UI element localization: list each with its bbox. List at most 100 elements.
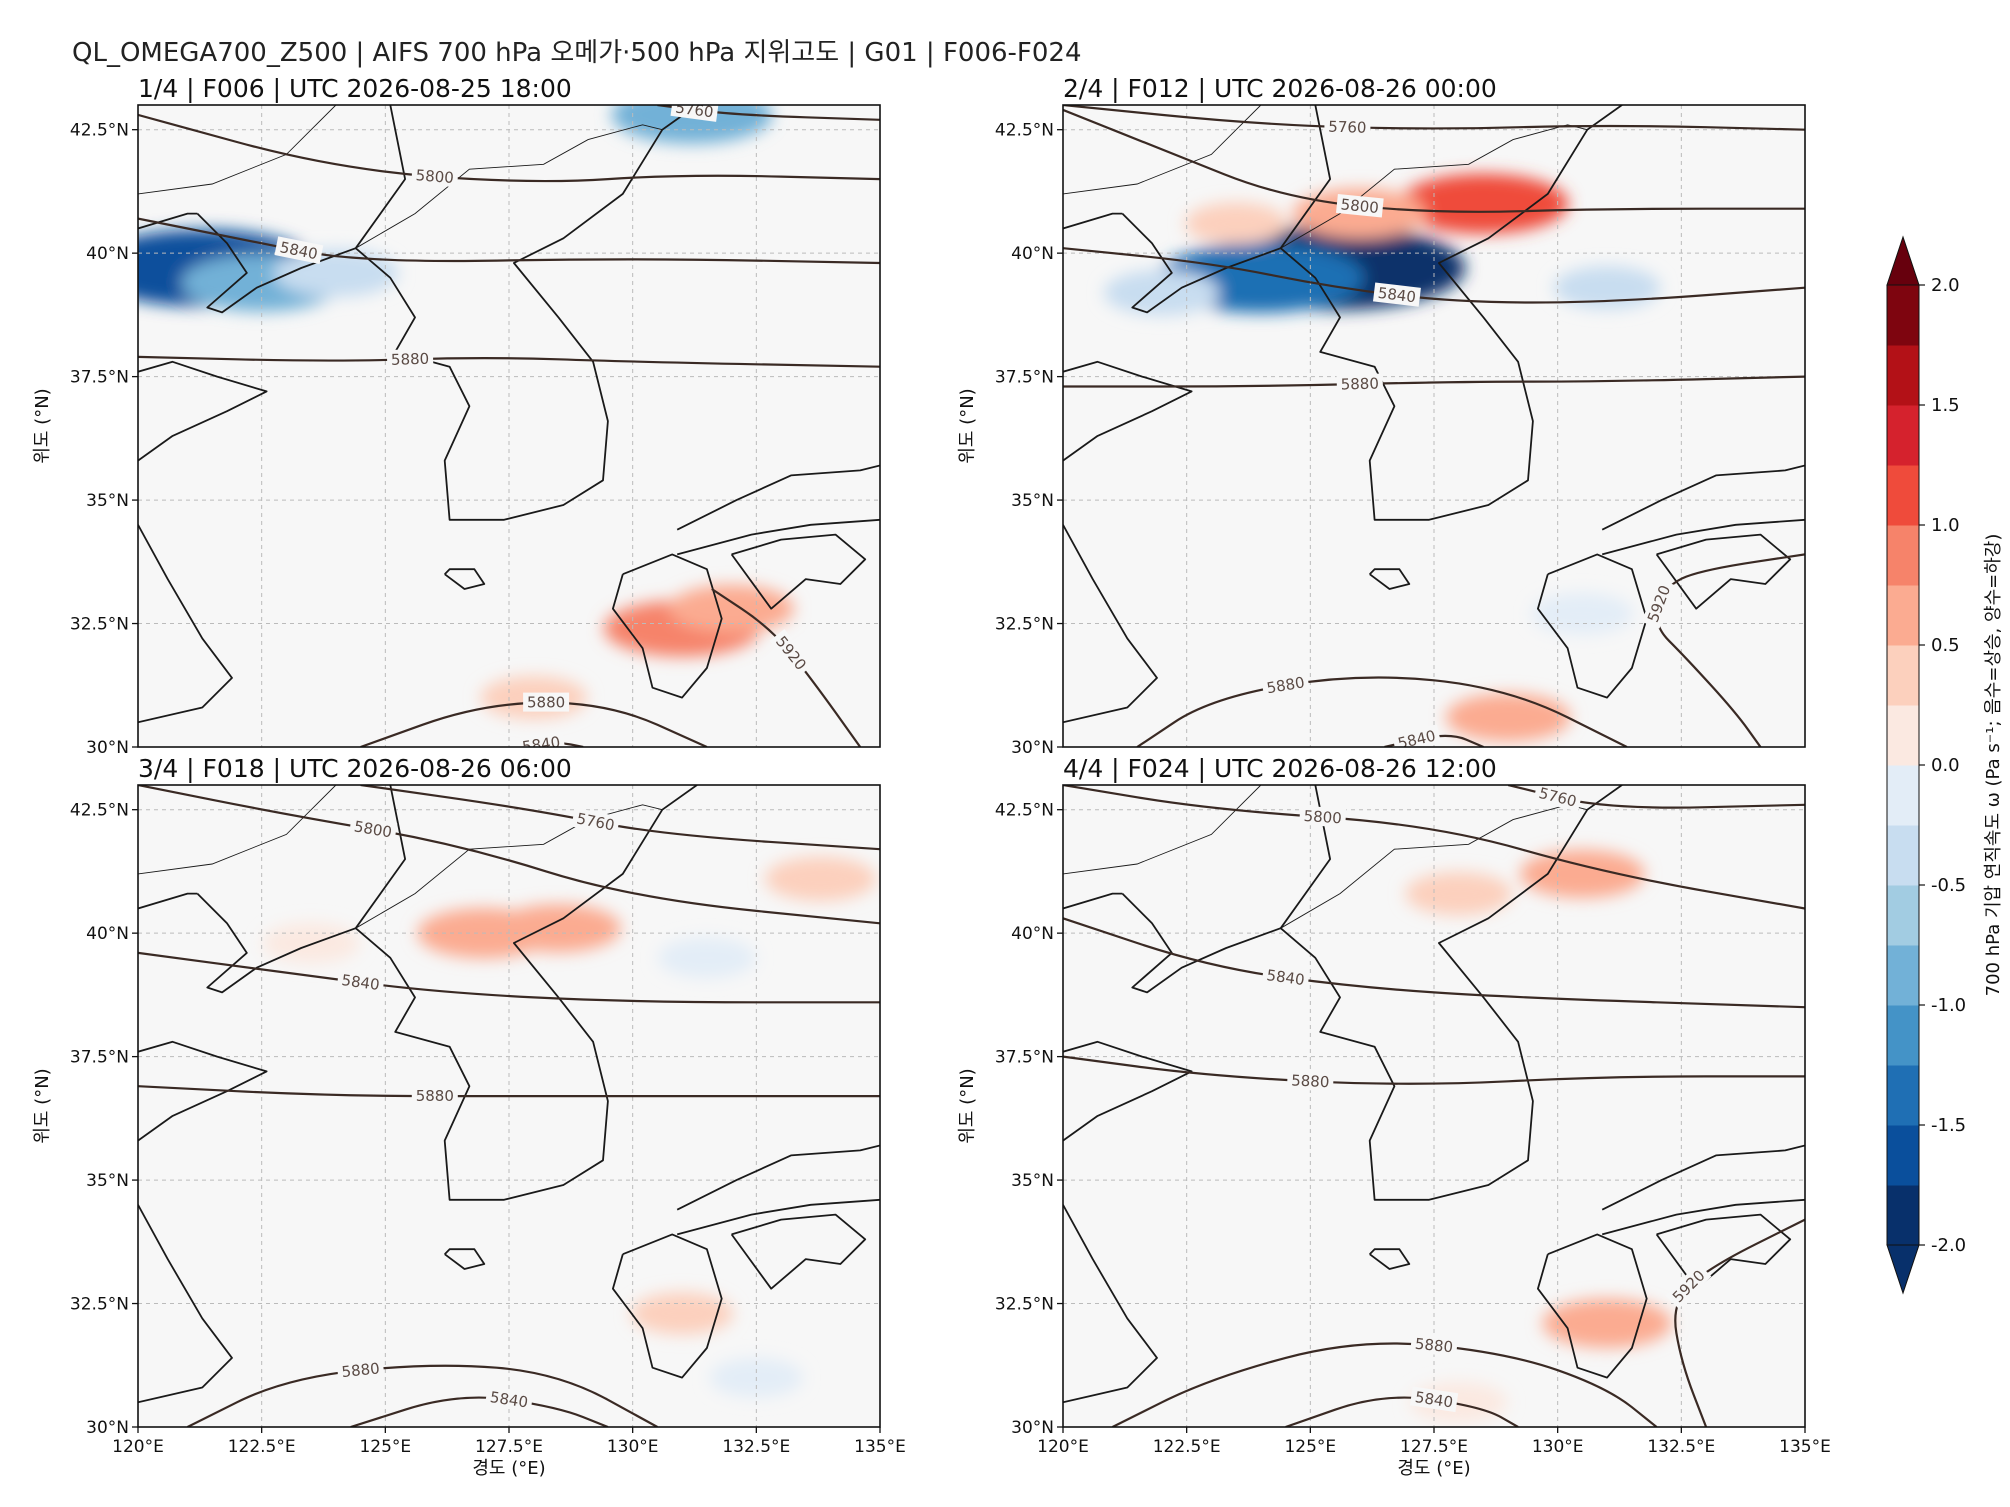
y-axis-label: 위도 (°N) bbox=[32, 388, 53, 463]
coastline bbox=[196, 212, 357, 314]
y-axis-label: 위도 (°N) bbox=[32, 1068, 53, 1143]
coastline bbox=[1063, 1204, 1158, 1404]
z500-contour bbox=[1063, 1055, 1805, 1085]
colorbar-tick-label: 0.0 bbox=[1931, 755, 1960, 776]
colorbar-segment bbox=[1887, 945, 1919, 1006]
colorbar-extend-min bbox=[1886, 1244, 1920, 1295]
border-line bbox=[355, 804, 663, 929]
coastline bbox=[354, 785, 698, 1201]
colorbar-segment bbox=[1887, 1005, 1919, 1066]
contour-label: 5880 bbox=[341, 1359, 381, 1381]
coastline bbox=[1063, 892, 1123, 910]
coastline bbox=[730, 533, 867, 610]
contour-label: 5760 bbox=[674, 98, 714, 121]
x-tick-label: 130°E bbox=[607, 1437, 659, 1457]
y-tick-label: 35°N bbox=[86, 1171, 129, 1191]
y-tick-label: 42.5°N bbox=[70, 121, 129, 141]
contour-label-bg bbox=[1324, 116, 1371, 137]
omega-cell bbox=[1531, 592, 1634, 635]
y-tick-label: 32.5°N bbox=[995, 1295, 1054, 1315]
y-tick-label: 40°N bbox=[1011, 244, 1054, 264]
z500-contour bbox=[1063, 247, 1805, 304]
contour-label: 5840 bbox=[1377, 284, 1417, 306]
z500-contour bbox=[138, 217, 880, 265]
y-tick-label: 40°N bbox=[86, 244, 129, 264]
contour-label-bg bbox=[1261, 964, 1310, 990]
omega-cell bbox=[1103, 269, 1220, 316]
coastline bbox=[1537, 1233, 1648, 1379]
coastline bbox=[196, 892, 357, 994]
y-tick-label: 42.5°N bbox=[70, 801, 129, 821]
colorbar-segment bbox=[1887, 285, 1919, 346]
colorbar-segment bbox=[1887, 1065, 1919, 1126]
z500-contour bbox=[1136, 676, 1628, 747]
coastline bbox=[1537, 553, 1648, 699]
coastline bbox=[138, 360, 268, 462]
y-tick-label: 42.5°N bbox=[995, 801, 1054, 821]
coastline bbox=[1121, 892, 1282, 994]
omega-cell bbox=[1553, 266, 1661, 310]
z500-contour bbox=[360, 701, 708, 747]
contour-label-bg bbox=[571, 807, 621, 836]
figure-suptitle: QL_OMEGA700_Z500 | AIFS 700 hPa 오메가·500 … bbox=[72, 38, 1082, 68]
coastline bbox=[138, 212, 198, 230]
colorbar-tick-label: 1.0 bbox=[1931, 515, 1960, 536]
colorbar-segment bbox=[1887, 345, 1919, 406]
border-line bbox=[355, 124, 663, 249]
x-tick-label: 125°E bbox=[1284, 1437, 1336, 1457]
contour-label-bg bbox=[1665, 1262, 1712, 1309]
colorbar-segment bbox=[1887, 525, 1919, 586]
y-tick-label: 35°N bbox=[1011, 491, 1054, 511]
contour-label: 5800 bbox=[415, 166, 454, 187]
colorbar-tick-label: 2.0 bbox=[1931, 275, 1960, 296]
coastline bbox=[1369, 1248, 1411, 1270]
coastlines bbox=[1063, 105, 1805, 724]
y-tick-label: 37.5°N bbox=[70, 368, 129, 388]
panel-title: 1/4 | F006 | UTC 2026-08-25 18:00 bbox=[138, 74, 572, 103]
contour-label: 5840 bbox=[1265, 966, 1305, 989]
contour-label-bg bbox=[1372, 282, 1421, 307]
coastline bbox=[676, 518, 880, 556]
coastline bbox=[612, 1233, 723, 1379]
coastline bbox=[1279, 105, 1623, 521]
y-axis-label: 위도 (°N) bbox=[957, 388, 978, 463]
contour-label-bg bbox=[1410, 1333, 1458, 1357]
coastlines bbox=[138, 105, 880, 724]
colorbar-label: 700 hPa 기압 연직속도 ω (Pa s⁻¹; 음수=상승, 양수=하강) bbox=[1983, 534, 2004, 997]
omega-cell bbox=[764, 856, 877, 902]
coastline bbox=[676, 1198, 880, 1236]
omega-cell bbox=[669, 584, 795, 633]
z500-contour bbox=[350, 1396, 609, 1427]
colorbar-tick-label: 1.5 bbox=[1931, 395, 1960, 416]
colorbar-segment bbox=[1887, 585, 1919, 646]
z500-contour bbox=[711, 588, 862, 747]
contour-label: 5880 bbox=[1291, 1071, 1330, 1091]
contour-label-bg bbox=[336, 1357, 385, 1382]
z500-contour bbox=[138, 785, 880, 925]
contour-label-bg bbox=[484, 1386, 534, 1413]
colorbar-segment bbox=[1887, 405, 1919, 466]
contour-label-bg bbox=[1261, 671, 1310, 698]
y-tick-label: 35°N bbox=[1011, 1171, 1054, 1191]
coastlines bbox=[1063, 785, 1805, 1404]
coastline bbox=[1063, 360, 1193, 462]
contour-label-bg bbox=[411, 164, 459, 188]
coastline bbox=[1279, 785, 1623, 1201]
coastline bbox=[1063, 524, 1158, 724]
axes-frame bbox=[137, 104, 881, 748]
coastline bbox=[138, 1040, 268, 1142]
border-line bbox=[1063, 105, 1262, 195]
y-tick-label: 32.5°N bbox=[995, 615, 1054, 635]
y-tick-label: 30°N bbox=[86, 738, 129, 758]
omega-cell bbox=[262, 922, 361, 964]
x-tick-label: 127.5°E bbox=[1400, 1437, 1468, 1457]
contour-label: 5840 bbox=[521, 733, 561, 756]
x-tick-label: 125°E bbox=[359, 1437, 411, 1457]
border-line bbox=[138, 105, 337, 195]
contour-label-bg bbox=[411, 1086, 458, 1106]
axes-frame bbox=[1062, 104, 1806, 748]
border-line bbox=[1280, 124, 1588, 249]
x-tick-label: 132.5°E bbox=[1647, 1437, 1715, 1457]
